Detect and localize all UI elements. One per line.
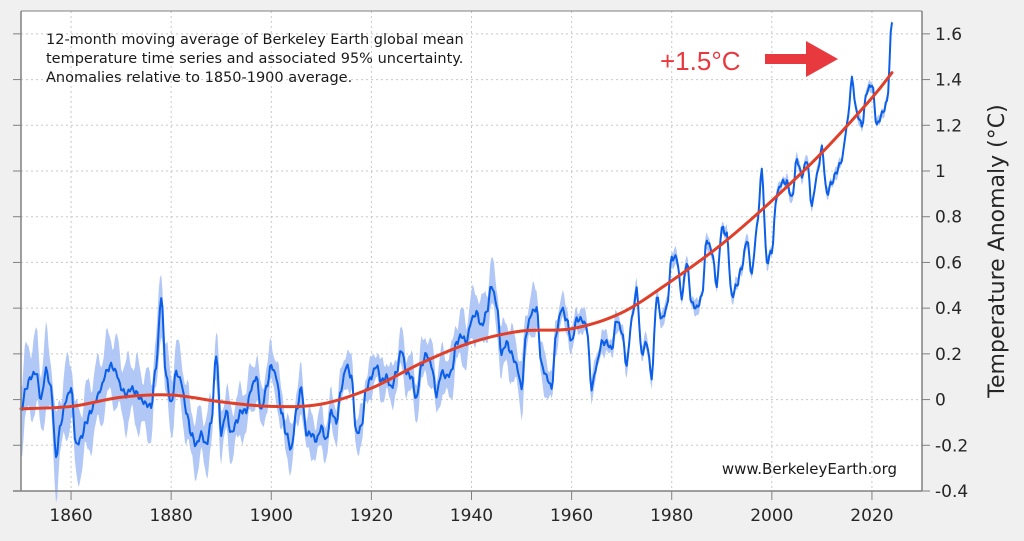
x-tick-label: 2000 <box>750 506 793 526</box>
x-axis-ticks: 1860 1880 1900 1920 1940 1960 1980 2000 2020 <box>49 491 894 526</box>
arrow-right-icon <box>765 41 838 77</box>
series-line-moving-average <box>20 22 893 459</box>
y-axis-title: Temperature Anomaly (°C) <box>985 104 1010 398</box>
y-axis-ticks: -0.4 -0.2 0 0.2 0.4 0.6 0.8 1 1.2 1.4 1.6 <box>13 25 968 502</box>
x-tick-label: 1980 <box>650 506 693 526</box>
annotation-line-3: Anomalies relative to 1850-1900 average. <box>46 70 352 86</box>
x-tick-label: 1860 <box>49 506 92 526</box>
y-tick-label: -0.4 <box>935 482 968 502</box>
y-tick-label: -0.2 <box>935 436 968 456</box>
y-tick-label: 1.6 <box>935 25 962 45</box>
x-tick-label: 1880 <box>150 506 193 526</box>
y-tick-label: 1.4 <box>935 71 962 91</box>
x-tick-label: 1960 <box>550 506 593 526</box>
callout-label: +1.5°C <box>660 46 741 76</box>
x-tick-label: 1900 <box>250 506 293 526</box>
series-line-trend <box>19 71 894 411</box>
annotation-line-1: 12-month moving average of Berkeley Eart… <box>46 32 464 48</box>
y-tick-label: 0.4 <box>935 299 962 319</box>
watermark: www.BerkeleyEarth.org <box>722 460 897 478</box>
annotation-line-2: temperature time series and associated 9… <box>46 51 463 67</box>
y-tick-label: 0.8 <box>935 208 962 228</box>
y-tick-label: 0 <box>935 391 946 411</box>
y-tick-label: 0.2 <box>935 345 962 365</box>
y-tick-label: 1.2 <box>935 116 962 136</box>
x-tick-label: 1920 <box>350 506 393 526</box>
x-tick-label: 1940 <box>450 506 493 526</box>
y-tick-label: 1 <box>935 162 946 182</box>
y-tick-label: 0.6 <box>935 253 962 273</box>
x-tick-label: 2020 <box>850 506 893 526</box>
axes <box>13 10 923 492</box>
